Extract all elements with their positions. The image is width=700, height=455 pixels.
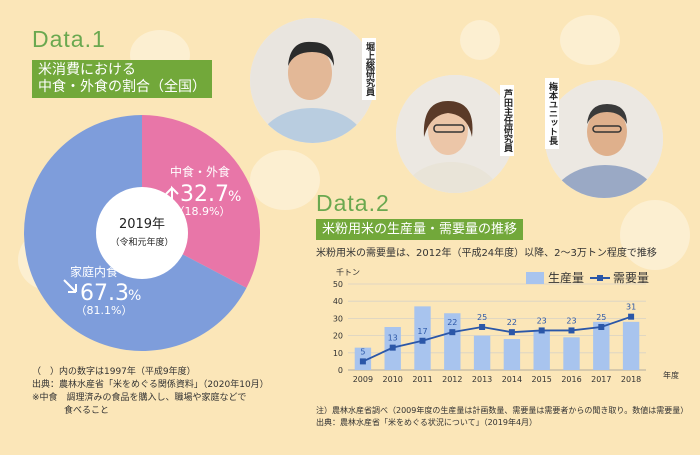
demand-point xyxy=(508,329,515,336)
x-tick-label: 2010 xyxy=(383,375,403,384)
data2-title: 米粉用米の生産量・需要量の推移 xyxy=(316,219,524,240)
y-tick-label: 40 xyxy=(333,297,343,306)
demand-line: 5 13 17 22 25 22 23 23 25 31 xyxy=(359,303,636,365)
x-tick-label: 2013 xyxy=(472,375,492,384)
demand-point xyxy=(568,327,575,334)
x-ticks: 2009 2010 2011 2012 2013 2014 2015 2016 2017 2018 xyxy=(353,375,642,384)
data1-heading: Data.1 xyxy=(32,26,106,52)
x-tick-label: 2016 xyxy=(561,375,581,384)
y-ticks: 0 10 20 30 40 50 xyxy=(333,280,343,375)
x-tick-label: 2014 xyxy=(502,375,522,384)
bg-blob xyxy=(250,150,320,210)
production-bar xyxy=(444,313,461,370)
demand-point xyxy=(419,337,426,344)
photo-person3 xyxy=(545,80,663,198)
slice-out-label: 中食・外食 xyxy=(170,164,230,179)
legend-bar-label: 生産量 xyxy=(548,270,584,285)
person3-name: 梅本ユニット長 xyxy=(545,78,559,149)
demand-point xyxy=(628,313,635,320)
x-axis-unit: 年度 xyxy=(663,370,679,380)
y-tick-label: 20 xyxy=(333,332,343,341)
bars xyxy=(354,306,640,370)
bg-blob xyxy=(560,15,620,65)
production-bar xyxy=(622,321,640,370)
data1-note4: 食べること xyxy=(64,406,110,416)
demand-point xyxy=(359,358,366,365)
production-bar xyxy=(503,339,521,370)
demand-data-label: 25 xyxy=(477,313,487,322)
pie-center-era: （令和元年度） xyxy=(110,236,173,248)
y-axis-unit: 千トン xyxy=(336,267,360,277)
legend-line-marker xyxy=(597,275,603,281)
pie-center-year: 2019年 xyxy=(119,217,165,232)
legend-line-label: 需要量 xyxy=(613,271,649,285)
demand-data-label: 25 xyxy=(596,313,606,322)
demand-data-label: 23 xyxy=(566,316,576,325)
x-tick-label: 2017 xyxy=(591,375,611,384)
data1-note2: 出典：農林水産省「米をめぐる関係資料」（2020年10月） xyxy=(32,380,269,390)
arrow-down-icon xyxy=(63,279,77,293)
data2-subtitle: 米粉用米の需要量は、2012年（平成24年度）以降、2〜3万トン程度で推移 xyxy=(316,248,657,259)
demand-point xyxy=(598,324,605,330)
legend-bar-swatch xyxy=(526,272,544,284)
y-tick-label: 30 xyxy=(333,314,343,323)
data1-title-line2: 中食・外食の割合（全国） xyxy=(38,79,206,95)
legend: 生産量 需要量 xyxy=(526,270,649,285)
demand-point xyxy=(538,327,545,334)
arrow-up-icon xyxy=(165,185,179,200)
data1-note1: （ ）内の数字は1997年（平成9年度） xyxy=(32,367,196,377)
demand-point xyxy=(389,344,396,351)
bg-blob xyxy=(620,200,690,270)
production-bar xyxy=(593,321,610,370)
photo-person1 xyxy=(250,18,375,143)
person1-name: 堀上総研究員 xyxy=(362,38,376,100)
demand-data-label: 5 xyxy=(360,347,365,356)
slice-home-prev: （81.1%） xyxy=(76,304,133,317)
y-tick-label: 0 xyxy=(338,366,343,375)
production-bar xyxy=(473,335,491,370)
demand-point xyxy=(479,324,486,330)
slice-home-label: 家庭内食 xyxy=(70,264,118,279)
x-tick-label: 2012 xyxy=(442,375,462,384)
demand-data-label: 13 xyxy=(388,334,398,343)
person3-image xyxy=(545,80,663,198)
production-bar xyxy=(563,337,580,370)
x-tick-label: 2009 xyxy=(353,375,373,384)
slice-home-unit: % xyxy=(128,288,141,304)
photo-person2 xyxy=(396,75,514,193)
demand-data-label: 31 xyxy=(626,303,636,312)
data1-note3: ※中食 調理済みの食品を購入し、職場や家庭などで xyxy=(32,393,247,403)
slice-out-prev: （18.9%） xyxy=(174,205,231,218)
x-tick-label: 2011 xyxy=(412,375,432,384)
slice-home-value: 67.3 xyxy=(80,281,129,306)
slice-out-value: 32.7 xyxy=(180,182,229,207)
demand-data-label: 22 xyxy=(447,318,457,327)
y-tick-label: 50 xyxy=(333,280,343,289)
slice-out-unit: % xyxy=(228,189,241,205)
production-bar xyxy=(533,330,550,370)
y-tick-label: 10 xyxy=(333,349,343,358)
pie-center-hole xyxy=(96,187,188,279)
data2-footnote2: 出典：農林水産省「米をめぐる状況について」（2019年4月） xyxy=(316,418,538,427)
data1-title: 米消費における 中食・外食の割合（全国） xyxy=(32,60,212,98)
person2-image xyxy=(396,75,514,193)
data2-footnote1: 注）農林水産省調べ（2009年度の生産量は計画数量、需要量は需要者からの聞き取り… xyxy=(316,406,689,415)
x-tick-label: 2015 xyxy=(532,375,552,384)
demand-line-path xyxy=(362,315,632,363)
demand-data-label: 22 xyxy=(507,318,517,327)
person1-image xyxy=(250,18,375,143)
x-tick-label: 2018 xyxy=(621,375,641,384)
data2-heading: Data.2 xyxy=(316,190,390,216)
demand-data-label: 17 xyxy=(417,327,427,336)
pie-chart: 2019年 （令和元年度） 中食・外食 32.7 % （18.9%） 家庭内食 … xyxy=(24,115,260,351)
bg-blob xyxy=(460,20,500,60)
person2-name: 芦田主任研究員 xyxy=(500,85,514,156)
data1-title-line1: 米消費における xyxy=(38,62,136,78)
demand-data-label: 23 xyxy=(537,316,547,325)
demand-point xyxy=(449,329,456,336)
